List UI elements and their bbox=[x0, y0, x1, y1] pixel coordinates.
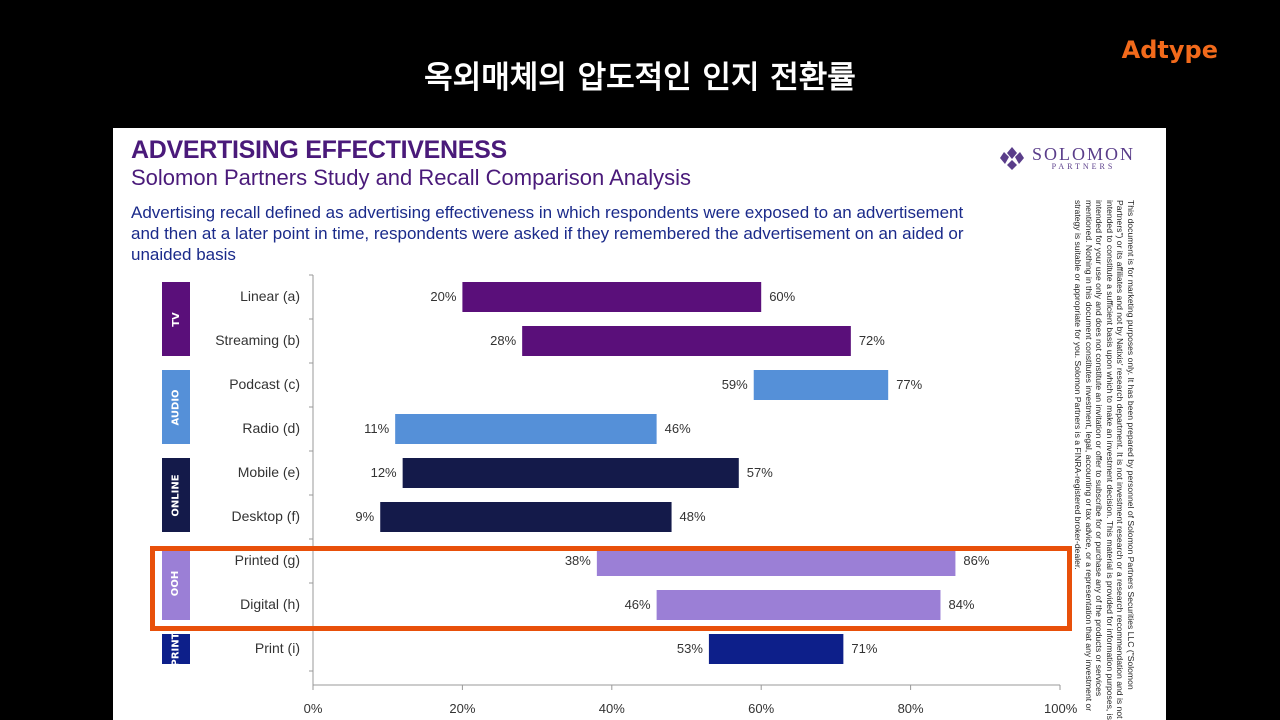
ooh-highlight-box bbox=[150, 546, 1072, 631]
bar-4 bbox=[402, 458, 739, 488]
high-value-label: 57% bbox=[746, 465, 773, 480]
high-value-label: 72% bbox=[858, 333, 885, 348]
group-name: PRINT bbox=[170, 632, 182, 666]
category-label: Print (i) bbox=[254, 640, 300, 656]
logo-name: SOLOMON bbox=[1032, 143, 1136, 164]
low-value-label: 28% bbox=[490, 333, 517, 348]
bar-1 bbox=[522, 326, 851, 356]
report-description: Advertising recall defined as advertisin… bbox=[131, 203, 964, 264]
low-value-label: 53% bbox=[676, 641, 703, 656]
category-label: Desktop (f) bbox=[231, 508, 300, 524]
report-title: ADVERTISING EFFECTIVENESS bbox=[131, 136, 507, 164]
low-value-label: 46% bbox=[624, 597, 651, 612]
report-subtitle: Solomon Partners Study and Recall Compar… bbox=[131, 165, 692, 190]
bar-3 bbox=[395, 414, 657, 444]
high-value-label: 77% bbox=[896, 377, 923, 392]
slide-title: 옥외매체의 압도적인 인지 전환률 bbox=[424, 60, 856, 96]
bar-8 bbox=[708, 634, 844, 664]
bar-7 bbox=[656, 590, 941, 620]
group-label-online: ONLINE bbox=[162, 458, 190, 532]
group-label-audio: AUDIO bbox=[162, 370, 190, 444]
high-value-label: 71% bbox=[851, 641, 878, 656]
x-tick-label: 80% bbox=[897, 701, 924, 716]
category-label: Streaming (b) bbox=[215, 332, 300, 348]
group-label-print: PRINT bbox=[162, 632, 190, 666]
high-value-label: 46% bbox=[664, 421, 691, 436]
high-value-label: 48% bbox=[679, 509, 706, 524]
group-name: AUDIO bbox=[170, 388, 182, 426]
high-value-label: 84% bbox=[948, 597, 975, 612]
x-tick-label: 100% bbox=[1044, 701, 1078, 716]
low-value-label: 59% bbox=[721, 377, 748, 392]
x-tick-label: 0% bbox=[303, 701, 323, 716]
category-label: Mobile (e) bbox=[237, 464, 300, 480]
logo-sub: PARTNERS bbox=[1051, 161, 1116, 171]
group-label-ooh: OOH bbox=[162, 546, 190, 620]
x-tick-label: 40% bbox=[598, 701, 625, 716]
high-value-label: 86% bbox=[963, 553, 990, 568]
x-tick-label: 20% bbox=[449, 701, 476, 716]
group-label-tv: TV bbox=[162, 282, 190, 356]
group-name: ONLINE bbox=[170, 473, 182, 517]
category-label: Podcast (c) bbox=[229, 376, 300, 392]
bar-6 bbox=[596, 546, 956, 576]
category-label: Radio (d) bbox=[242, 420, 300, 436]
group-name: TV bbox=[170, 311, 182, 327]
high-value-label: 60% bbox=[769, 289, 796, 304]
bar-2 bbox=[753, 370, 889, 400]
category-label: Digital (h) bbox=[240, 596, 300, 612]
bar-5 bbox=[380, 502, 672, 532]
bar-0 bbox=[462, 282, 762, 312]
category-label: Printed (g) bbox=[234, 552, 300, 568]
low-value-label: 38% bbox=[564, 553, 591, 568]
solomon-logo: SOLOMON PARTNERS bbox=[998, 145, 1135, 171]
low-value-label: 20% bbox=[430, 289, 457, 304]
low-value-label: 9% bbox=[355, 509, 375, 524]
brand-logo: Adtype bbox=[1121, 36, 1218, 64]
category-label: Linear (a) bbox=[240, 288, 300, 304]
low-value-label: 12% bbox=[370, 465, 397, 480]
low-value-label: 11% bbox=[364, 421, 390, 436]
lotus-icon bbox=[1000, 147, 1024, 170]
x-tick-label: 60% bbox=[748, 701, 775, 716]
